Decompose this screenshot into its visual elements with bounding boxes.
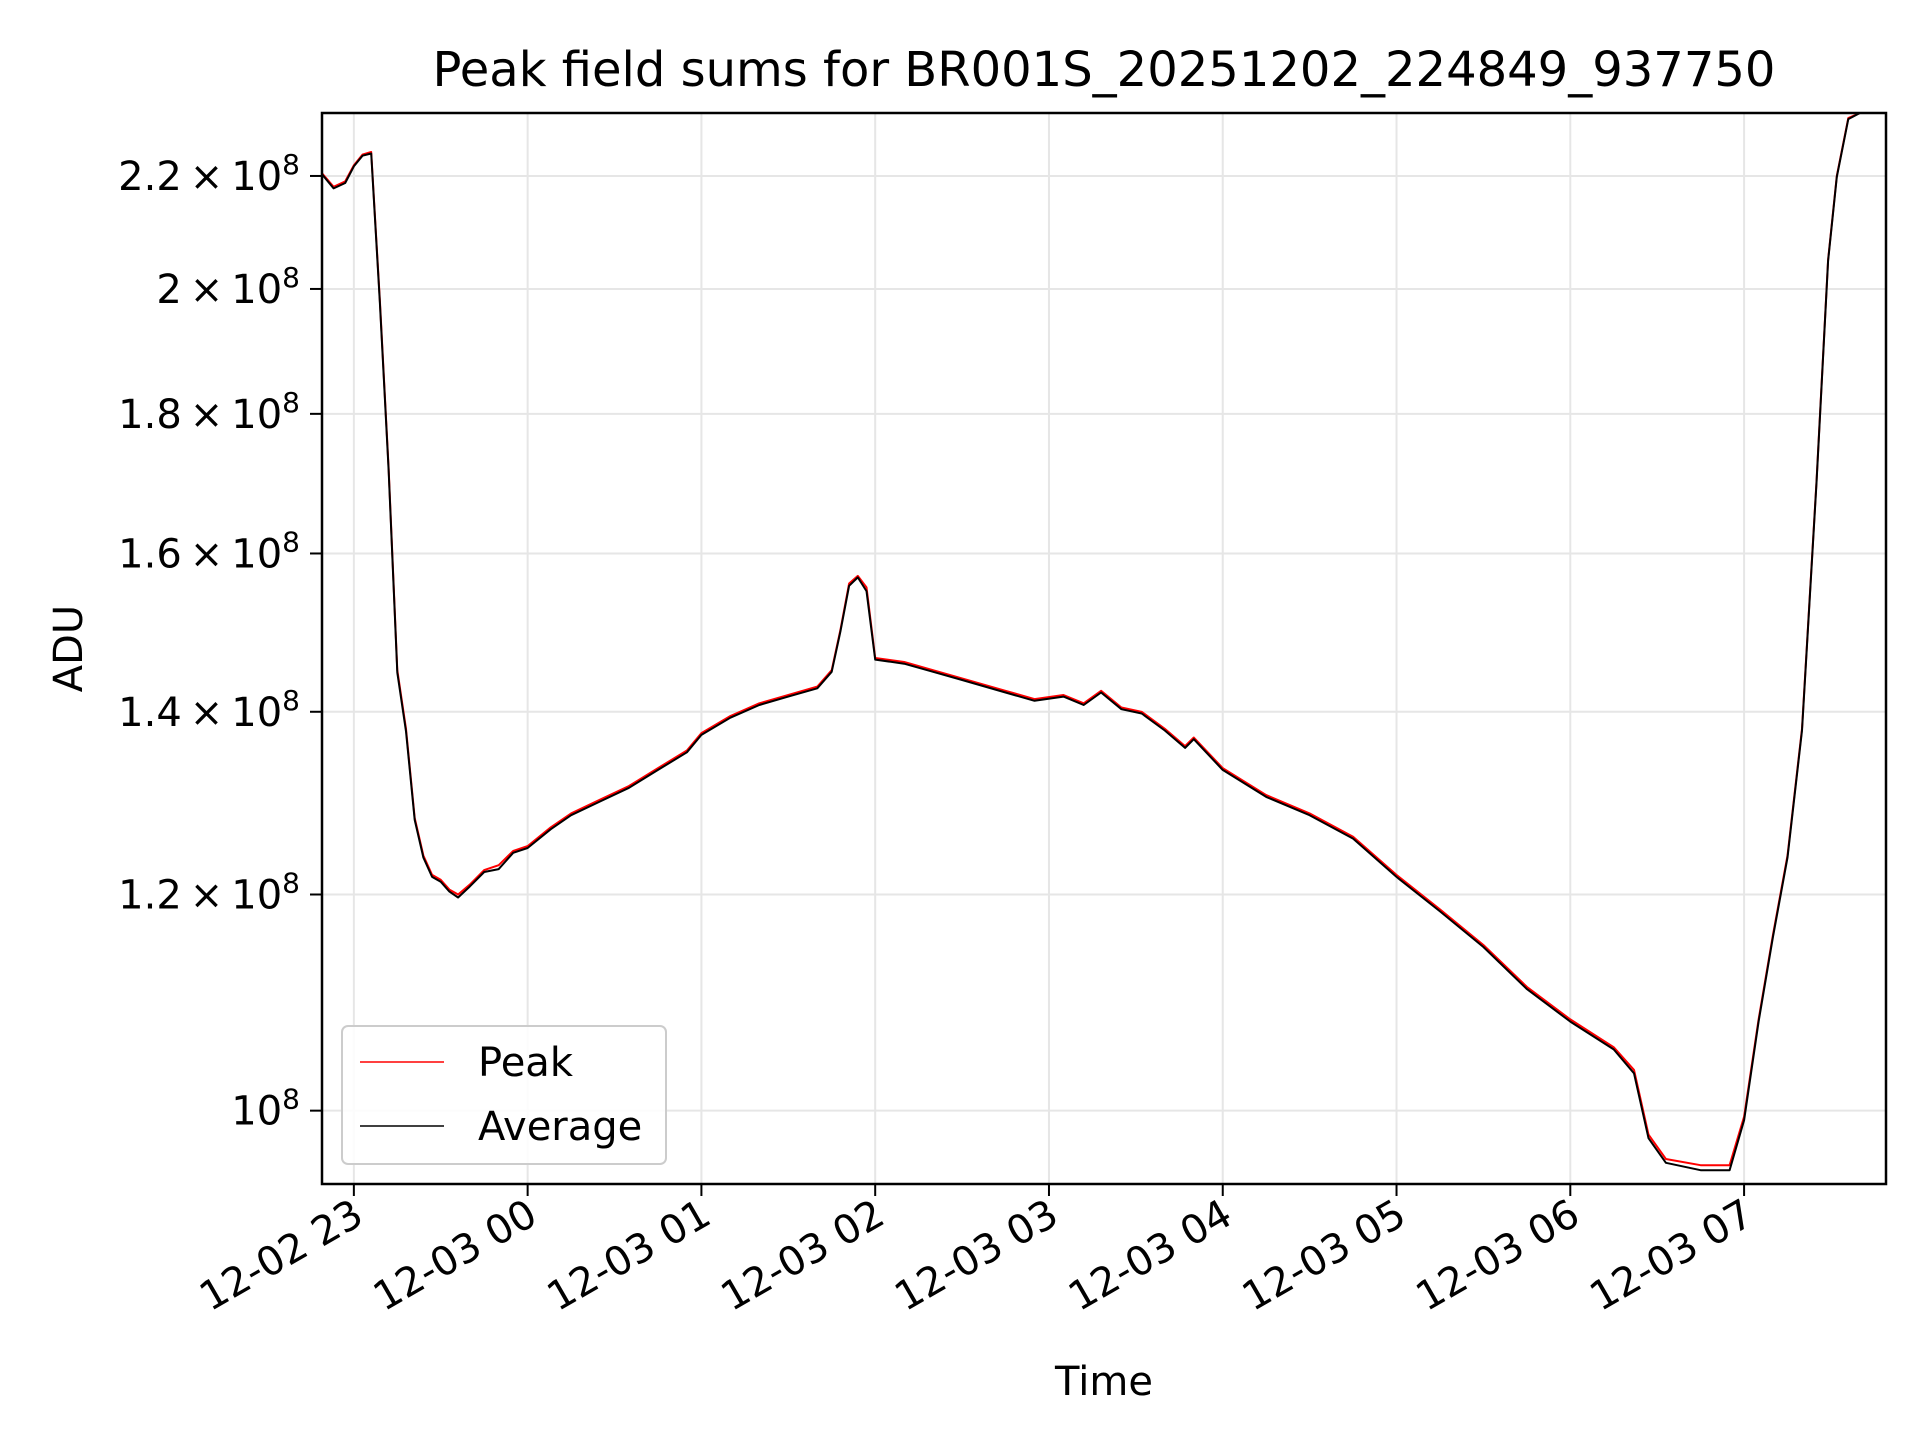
y-tick-label: 1.4 × 108: [118, 684, 300, 736]
y-tick-label: 2 × 108: [156, 261, 300, 313]
y-tick-label: 1.8 × 108: [118, 386, 300, 438]
chart-title: Peak field sums for BR001S_20251202_2248…: [433, 42, 1776, 98]
series-line-average: [322, 113, 1861, 1172]
legend: Peak Average: [341, 1025, 667, 1165]
y-axis-label: ADU: [46, 605, 92, 692]
series-line-peak: [322, 113, 1861, 1167]
legend-label-average: Average: [478, 1104, 642, 1150]
y-tick-label: 108: [231, 1083, 300, 1135]
plot-frame: [320, 111, 1888, 1186]
y-tick-label: 1.6 × 108: [118, 525, 300, 577]
y-tick-label: 1.2 × 108: [118, 867, 300, 919]
x-axis-label: Time: [1054, 1359, 1153, 1405]
series-layer: [322, 113, 1861, 1172]
legend-label-peak: Peak: [478, 1040, 574, 1086]
grid-layer: [322, 113, 1886, 1184]
legend-box: [341, 1025, 667, 1165]
y-tick-label: 2.2 × 108: [118, 148, 300, 200]
